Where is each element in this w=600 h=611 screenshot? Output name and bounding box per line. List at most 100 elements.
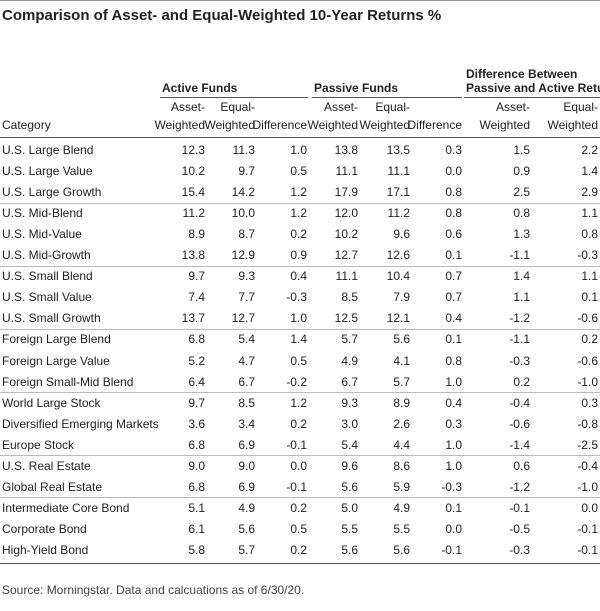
cell: 5.7 <box>393 374 410 389</box>
row-label: U.S. Small Growth <box>2 311 101 326</box>
cell: 0.7 <box>445 290 462 305</box>
cell: 0.6 <box>445 227 462 242</box>
cell: 1.2 <box>290 395 307 410</box>
cell: -1.4 <box>509 437 530 452</box>
cell: 0.0 <box>445 521 462 536</box>
cell: 11.2 <box>387 206 410 221</box>
cell: 10.2 <box>334 227 358 242</box>
cell: 8.9 <box>393 395 410 410</box>
cell: 0.9 <box>513 164 530 179</box>
row-label: U.S. Mid-Blend <box>2 206 83 221</box>
cell: -0.6 <box>509 416 530 431</box>
cell: 9.3 <box>238 269 255 284</box>
cell: 2.2 <box>581 143 598 157</box>
cell: -1.2 <box>509 479 530 494</box>
cell: 0.2 <box>581 332 598 347</box>
cell: 8.7 <box>238 227 255 242</box>
cell: -1.1 <box>509 248 530 263</box>
column-group-header: Passive and Active Returns <box>466 81 600 95</box>
cell: 1.1 <box>513 290 530 305</box>
row-label: Global Real Estate <box>2 479 103 494</box>
cell: 1.5 <box>513 143 530 157</box>
row-label: U.S. Real Estate <box>2 458 91 473</box>
cell: 7.7 <box>238 290 255 305</box>
cell: 6.8 <box>188 437 205 452</box>
cell: 5.6 <box>393 542 410 557</box>
cell: -1.0 <box>577 479 598 494</box>
row-label: U.S. Small Blend <box>2 269 93 284</box>
cell: 0.3 <box>581 395 598 410</box>
cell: 13.8 <box>181 248 205 263</box>
cell: -0.1 <box>286 437 307 452</box>
row-label: Foreign Large Value <box>2 353 110 368</box>
cell: 0.8 <box>513 206 530 221</box>
cell: 12.5 <box>334 311 358 326</box>
cell: 6.7 <box>341 374 358 389</box>
cell: 8.6 <box>393 458 410 473</box>
row-label: U.S. Small Value <box>2 290 92 305</box>
cell: 12.6 <box>386 248 410 263</box>
cell: 0.3 <box>445 143 462 157</box>
top-rule <box>0 0 600 1</box>
cell: 0.2 <box>290 500 307 515</box>
cell: -1.2 <box>509 311 530 326</box>
cell: 9.6 <box>341 458 358 473</box>
cell: 8.5 <box>238 395 255 410</box>
cell: 1.0 <box>445 374 462 389</box>
column-header: Asset- <box>495 100 530 114</box>
row-label: High-Yield Bond <box>2 542 89 557</box>
cell: 11.3 <box>232 143 255 157</box>
cell: 9.7 <box>238 164 255 179</box>
cell: 12.1 <box>386 311 410 326</box>
cell: 5.4 <box>341 437 358 452</box>
cell: -0.6 <box>577 311 598 326</box>
row-label: U.S. Large Blend <box>2 143 94 157</box>
row-label: Intermediate Core Bond <box>2 500 130 515</box>
cell: -0.4 <box>577 458 598 473</box>
cell: -0.1 <box>509 500 530 515</box>
cell: -0.3 <box>509 353 530 368</box>
cell: -0.3 <box>509 542 530 557</box>
cell: 6.1 <box>188 521 205 536</box>
cell: 3.4 <box>238 416 255 431</box>
cell: 5.6 <box>238 521 255 536</box>
cell: -0.1 <box>577 521 598 536</box>
cell: 2.6 <box>393 416 410 431</box>
row-label: U.S. Large Growth <box>2 185 102 200</box>
cell: -0.4 <box>509 395 530 410</box>
group-underline <box>464 97 600 98</box>
cell: 0.1 <box>445 332 462 347</box>
cell: 2.9 <box>581 185 598 200</box>
cell: 5.7 <box>238 542 255 557</box>
cell: 2.5 <box>513 185 530 200</box>
cell: -0.3 <box>286 290 307 305</box>
column-group-header: Difference Between <box>466 67 578 81</box>
cell: 0.2 <box>290 542 307 557</box>
cell: 10.0 <box>231 206 255 221</box>
cell: 4.7 <box>238 353 255 368</box>
cell: 7.4 <box>188 290 205 305</box>
column-header: Weighted <box>204 118 255 132</box>
cell: 0.0 <box>581 500 598 515</box>
cell: 1.0 <box>445 458 462 473</box>
cell: 0.5 <box>290 353 307 368</box>
row-label: U.S. Large Value <box>2 164 93 179</box>
cell: 9.0 <box>188 458 205 473</box>
cell: 0.5 <box>290 521 307 536</box>
row-label: Foreign Large Blend <box>2 332 111 347</box>
cell: 0.2 <box>290 416 307 431</box>
cell: 0.8 <box>445 185 462 200</box>
cell: 12.7 <box>334 248 358 263</box>
column-header: Equal- <box>375 100 410 114</box>
header-rule <box>0 137 600 138</box>
source-note: Source: Morningstar. Data and calcuation… <box>2 583 305 597</box>
cell: 0.0 <box>445 164 462 179</box>
cell: 6.8 <box>188 332 205 347</box>
cell: 12.9 <box>231 248 255 263</box>
cell: -2.5 <box>577 437 598 452</box>
cell: -0.1 <box>577 542 598 557</box>
row-label: Europe Stock <box>2 437 75 452</box>
cell: 6.7 <box>238 374 255 389</box>
cell: -1.1 <box>509 332 530 347</box>
cell: 0.5 <box>290 164 307 179</box>
